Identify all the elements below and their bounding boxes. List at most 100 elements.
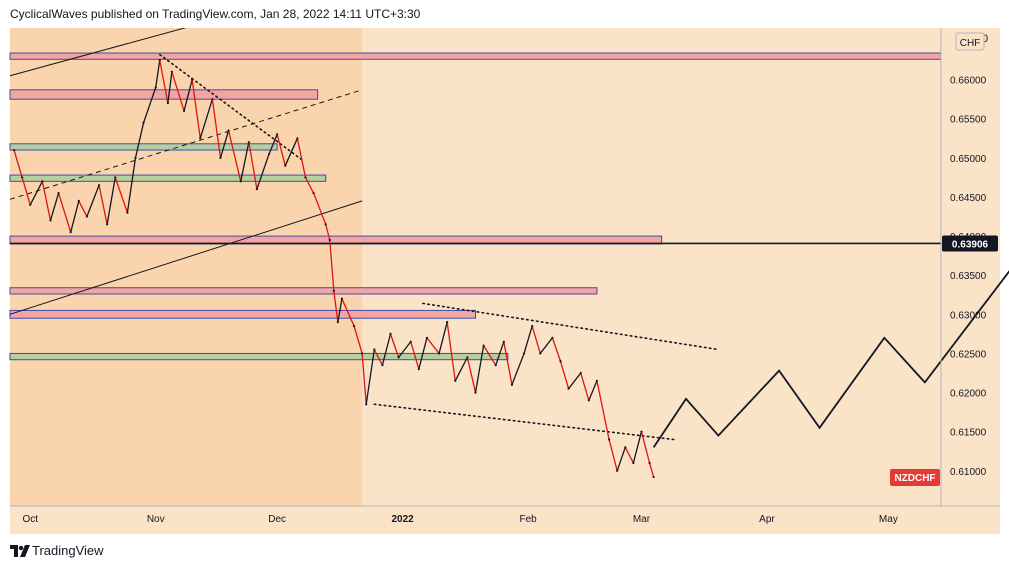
price-point-63 [567, 387, 570, 390]
price-point-34 [324, 223, 327, 226]
price-segment-17 [167, 71, 173, 104]
price-point-35 [328, 238, 331, 242]
price-segment-2 [29, 181, 43, 206]
price-segment-64 [580, 372, 590, 401]
price-point-72 [648, 461, 651, 465]
price-point-4 [49, 219, 52, 222]
price-segment-10 [106, 177, 116, 225]
price-segment-61 [551, 337, 562, 362]
currency-badge[interactable] [955, 32, 985, 51]
shaded-range-layer [10, 28, 363, 506]
price-tick-label: 0.66000 [950, 76, 987, 87]
price-point-51 [454, 379, 457, 382]
price-point-66 [595, 379, 599, 382]
price-segment-27 [256, 153, 270, 190]
price-point-64 [579, 371, 582, 375]
price-segment-4 [49, 192, 60, 221]
price-point-37 [336, 321, 339, 324]
symbol-badge-bg [890, 469, 940, 486]
price-segment-31 [296, 138, 307, 178]
price-segment-44 [389, 333, 400, 358]
currency-label: CHF [960, 38, 981, 49]
price-segment-66 [596, 380, 610, 440]
price-point-48 [425, 336, 429, 339]
price-segment-45 [398, 341, 412, 358]
price-segment-41 [365, 349, 375, 405]
price-segment-29 [276, 134, 286, 166]
time-tick-label: Nov [147, 514, 165, 525]
price-segment-58 [523, 325, 533, 354]
price-point-25 [239, 180, 242, 183]
price-point-53 [474, 391, 477, 394]
price-point-0 [12, 148, 16, 152]
current-price-badge-bg [942, 235, 998, 252]
price-point-67 [607, 438, 611, 441]
dotted-trendline-1 [422, 302, 720, 351]
time-axis[interactable]: Oct Nov Dec 2022 Feb Mar Apr May [22, 514, 897, 525]
price-segment-6 [70, 200, 80, 233]
price-segment-25 [240, 142, 250, 182]
price-tick-label: 0.61000 [950, 467, 987, 478]
price-point-31 [296, 137, 299, 140]
price-series-layer [12, 58, 655, 479]
price-segment-43 [381, 333, 392, 366]
price-point-62 [559, 360, 562, 363]
price-point-12 [126, 211, 129, 214]
price-point-36 [332, 289, 335, 292]
price-segment-69 [624, 447, 634, 464]
price-segment-56 [503, 341, 513, 385]
price-point-6 [69, 231, 72, 234]
price-segment-14 [142, 87, 157, 123]
price-tick-label: 0.61500 [950, 428, 987, 439]
price-point-3 [41, 180, 44, 183]
price-point-50 [446, 321, 449, 324]
price-segment-51 [454, 357, 468, 382]
price-point-24 [227, 129, 230, 132]
price-point-47 [417, 367, 420, 371]
time-tick-label: Apr [759, 514, 775, 525]
price-point-7 [77, 199, 80, 202]
footer: TradingView [0, 536, 1009, 568]
price-point-54 [482, 344, 485, 347]
price-segment-24 [227, 130, 242, 182]
support-zone-7 [9, 352, 509, 361]
shaded-range [10, 28, 363, 506]
price-point-52 [466, 356, 469, 359]
price-segment-26 [248, 142, 258, 190]
price-segment-19 [183, 79, 193, 112]
price-segment-23 [219, 130, 230, 159]
price-point-46 [409, 340, 412, 343]
price-point-38 [340, 297, 344, 300]
price-segment-49 [438, 321, 448, 354]
price-segment-38 [341, 298, 355, 327]
zones-layer [9, 52, 942, 361]
time-tick-label: Mar [633, 514, 651, 525]
price-segment-53 [474, 345, 485, 393]
price-segment-15 [155, 59, 161, 88]
price-segment-47 [418, 337, 428, 370]
price-point-16 [158, 58, 161, 62]
price-segment-55 [495, 341, 505, 366]
price-segment-30 [284, 138, 298, 166]
price-segment-46 [410, 341, 420, 370]
price-point-15 [154, 86, 157, 89]
price-segment-16 [159, 59, 169, 104]
price-chart[interactable]: 0.660000.655000.650000.645000.640000.635… [0, 28, 1009, 536]
price-point-58 [522, 352, 526, 355]
price-segment-57 [511, 353, 525, 385]
price-segment-63 [568, 372, 582, 390]
price-point-59 [531, 324, 534, 328]
dashed-trendline-5 [9, 89, 363, 200]
price-tick-label: 0.63000 [950, 310, 987, 321]
price-point-55 [494, 364, 497, 367]
solid-trendline-4 [9, 28, 187, 77]
price-segment-0 [13, 149, 23, 178]
time-tick-label: 2022 [392, 514, 415, 525]
solid-trendline-3 [9, 200, 363, 315]
price-point-60 [539, 352, 542, 355]
price-segment-3 [41, 181, 52, 221]
price-segment-59 [531, 325, 541, 354]
price-point-10 [106, 223, 109, 226]
price-segment-65 [588, 380, 598, 401]
price-point-9 [97, 184, 101, 187]
